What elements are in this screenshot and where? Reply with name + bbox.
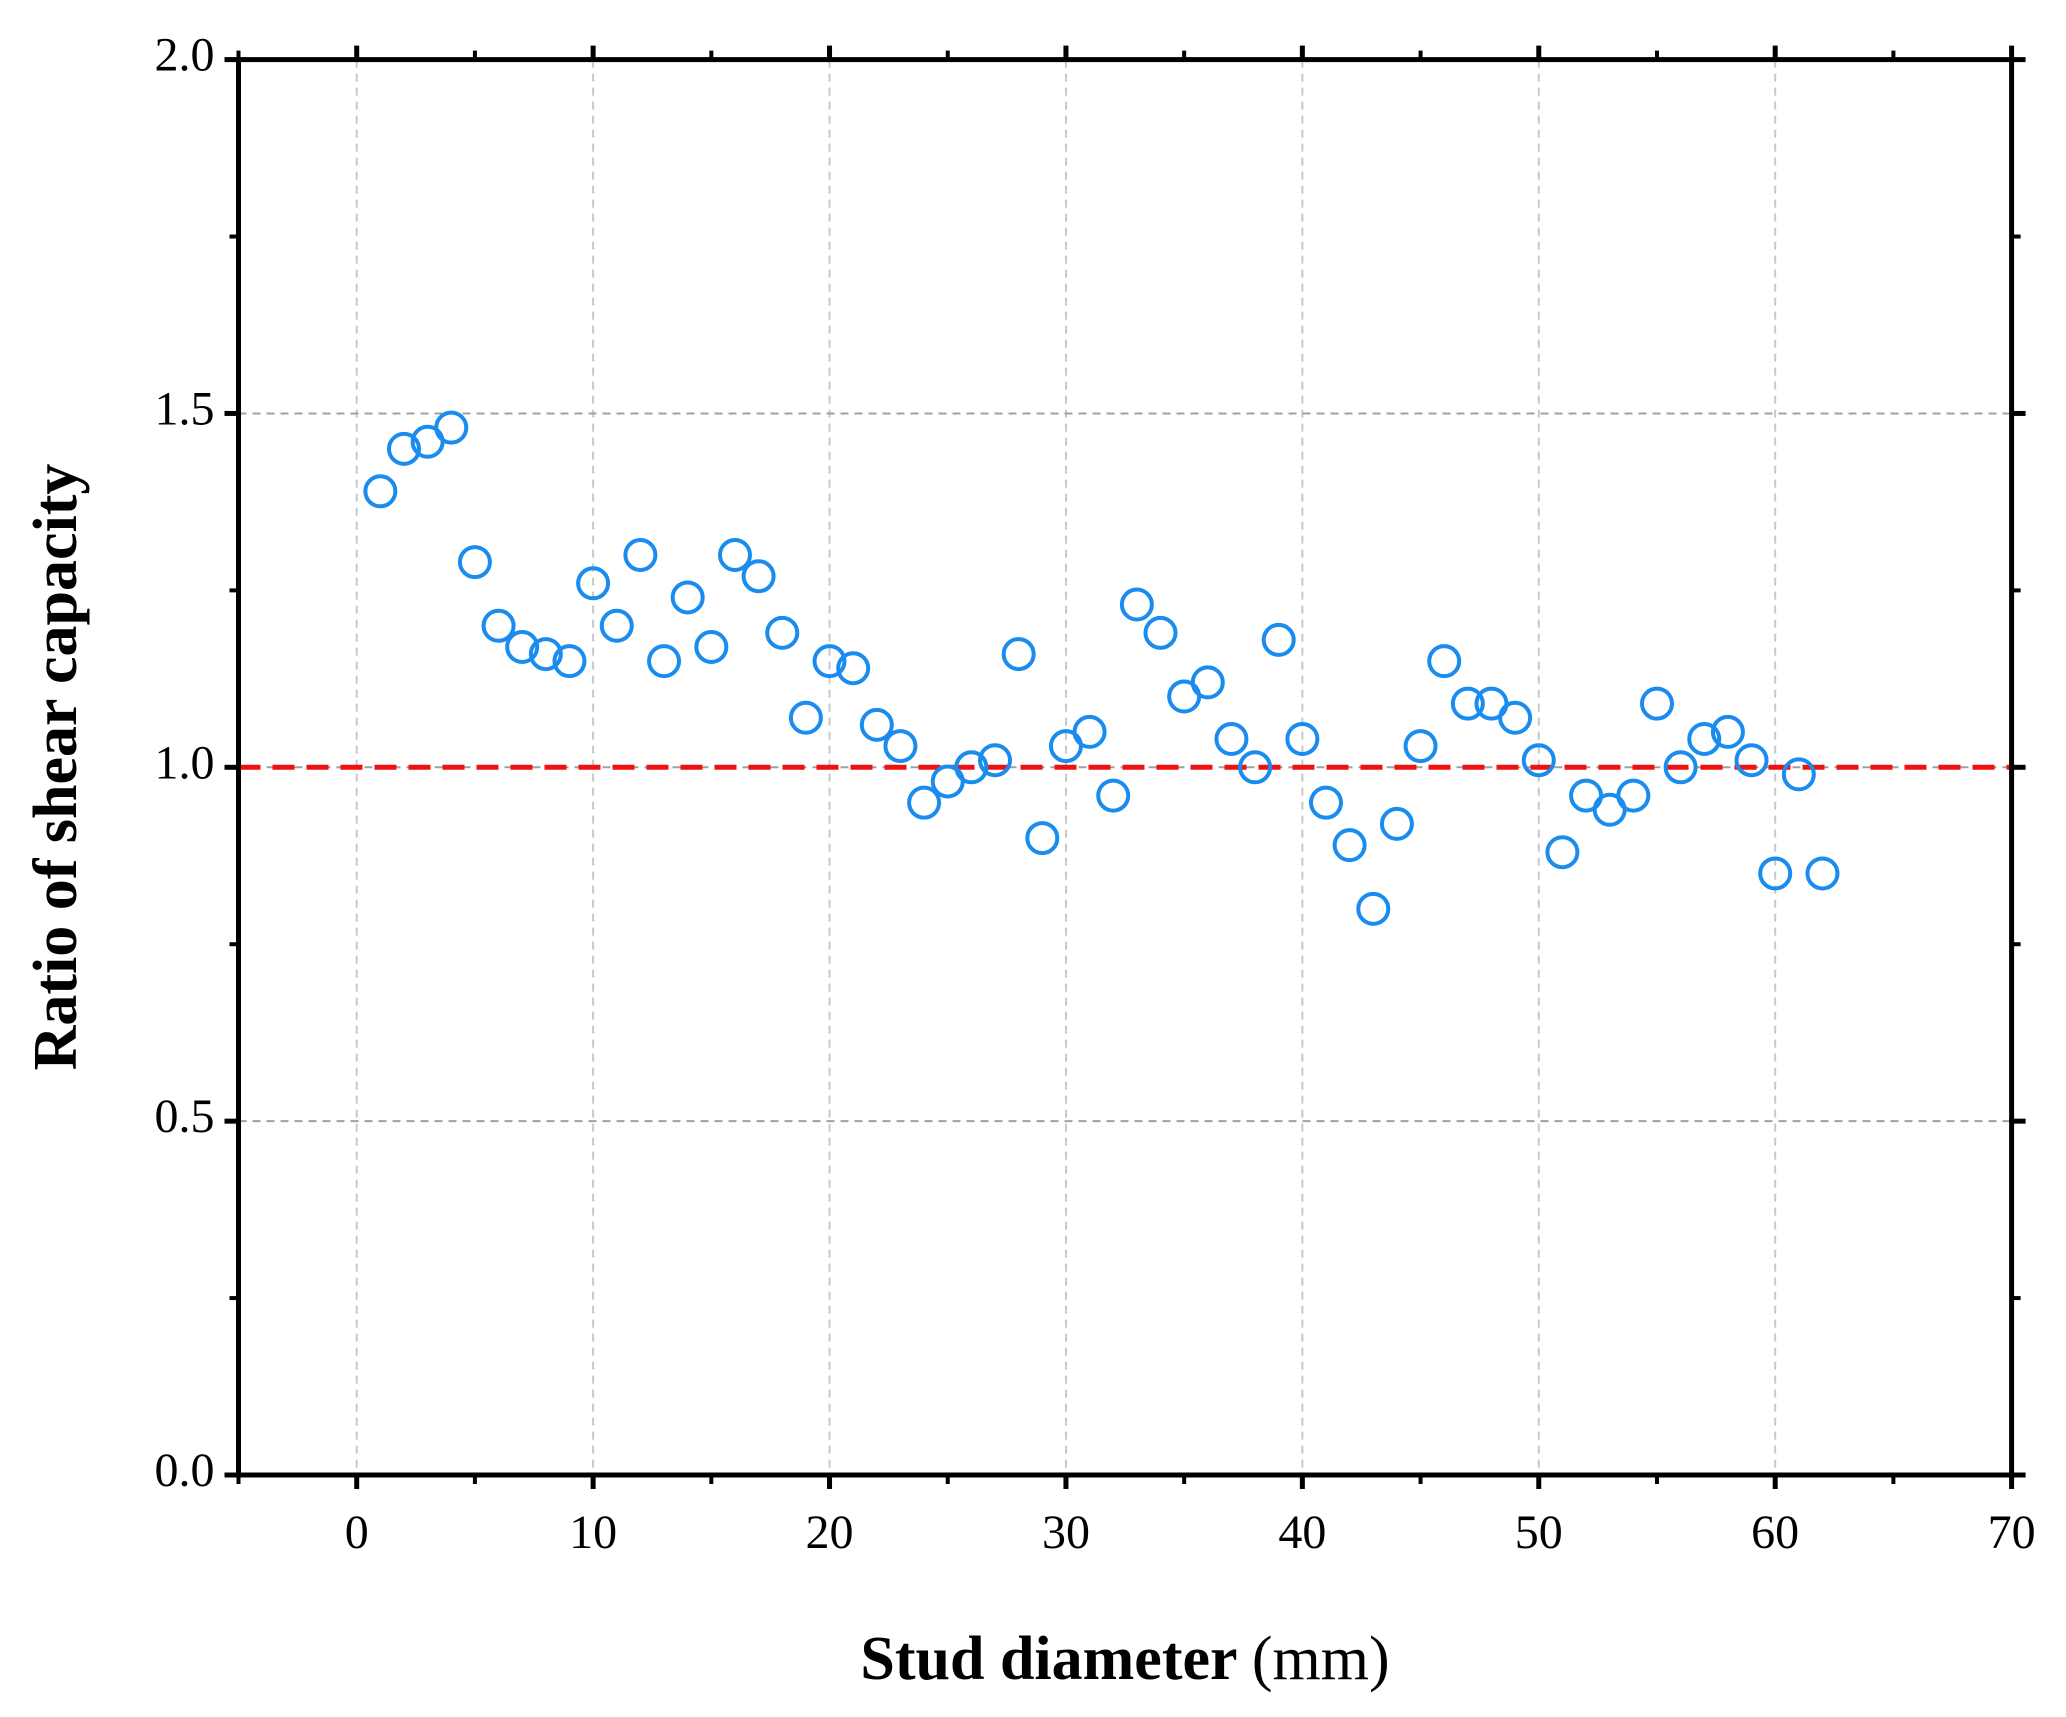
point bbox=[907, 785, 942, 820]
point bbox=[1261, 622, 1296, 657]
point bbox=[1025, 821, 1060, 856]
point bbox=[552, 644, 587, 679]
point bbox=[1072, 714, 1107, 749]
point bbox=[1379, 806, 1414, 841]
point bbox=[481, 608, 516, 643]
y-tick-label: 0.5 bbox=[155, 1090, 215, 1143]
plot-frame bbox=[236, 57, 2015, 1478]
x-tick-label: 10 bbox=[569, 1506, 617, 1559]
point bbox=[883, 729, 918, 764]
point bbox=[1639, 686, 1674, 721]
point bbox=[1214, 721, 1249, 756]
point bbox=[788, 700, 823, 735]
point bbox=[1663, 750, 1698, 785]
point bbox=[363, 474, 398, 509]
x-tick-label: 70 bbox=[1988, 1506, 2036, 1559]
point bbox=[576, 566, 611, 601]
point bbox=[647, 644, 682, 679]
y-tick-label: 1.5 bbox=[155, 382, 215, 435]
point bbox=[1427, 644, 1462, 679]
point bbox=[954, 750, 989, 785]
point bbox=[978, 743, 1013, 778]
point bbox=[812, 644, 847, 679]
x-axis-label-main: Stud diameter bbox=[860, 1625, 1237, 1693]
y-tick-label: 1.0 bbox=[155, 736, 215, 789]
x-tick-label: 0 bbox=[345, 1506, 369, 1559]
point bbox=[1285, 721, 1320, 756]
x-tick-label: 40 bbox=[1278, 1506, 1326, 1559]
x-axis-label: Stud diameter (mm) bbox=[860, 1625, 1389, 1693]
point bbox=[528, 637, 563, 672]
x-axis-label-unit: (mm) bbox=[1252, 1625, 1390, 1693]
point bbox=[1781, 757, 1816, 792]
point bbox=[1734, 743, 1769, 778]
point bbox=[386, 431, 421, 466]
point bbox=[1001, 637, 1036, 672]
x-tick-label: 60 bbox=[1751, 1506, 1799, 1559]
point bbox=[741, 559, 776, 594]
point bbox=[1545, 835, 1580, 870]
point bbox=[1805, 856, 1840, 891]
point bbox=[1687, 721, 1722, 756]
point bbox=[1710, 714, 1745, 749]
point bbox=[434, 410, 469, 445]
point bbox=[505, 629, 540, 664]
y-tick-label: 2.0 bbox=[155, 29, 215, 82]
y-axis-label: Ratio of shear capacity bbox=[22, 464, 90, 1071]
point bbox=[694, 629, 729, 664]
point bbox=[1096, 778, 1131, 813]
point bbox=[1498, 700, 1533, 735]
point bbox=[670, 580, 705, 615]
point bbox=[1403, 729, 1438, 764]
point bbox=[765, 615, 800, 650]
point bbox=[457, 545, 492, 580]
point bbox=[717, 537, 752, 572]
point bbox=[599, 608, 634, 643]
point bbox=[1119, 587, 1154, 622]
point bbox=[1332, 828, 1367, 863]
x-tick-label: 50 bbox=[1515, 1506, 1563, 1559]
point bbox=[1521, 743, 1556, 778]
point bbox=[859, 707, 894, 742]
point bbox=[1758, 856, 1793, 891]
point bbox=[836, 651, 871, 686]
y-tick-label: 0.0 bbox=[155, 1444, 215, 1497]
point bbox=[1356, 891, 1391, 926]
x-tick-label: 30 bbox=[1042, 1506, 1090, 1559]
point bbox=[1143, 615, 1178, 650]
point bbox=[1616, 778, 1651, 813]
point bbox=[1309, 785, 1344, 820]
point bbox=[1238, 750, 1273, 785]
point bbox=[1450, 686, 1485, 721]
point bbox=[623, 537, 658, 572]
point bbox=[1190, 665, 1225, 700]
x-tick-label: 20 bbox=[806, 1506, 854, 1559]
